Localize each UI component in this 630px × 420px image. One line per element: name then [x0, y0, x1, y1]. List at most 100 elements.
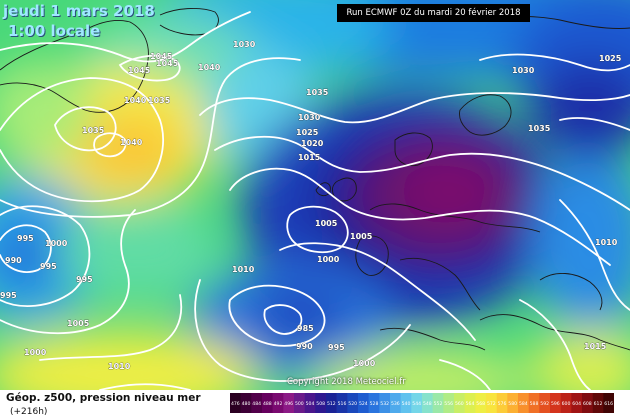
colorbar-label: 604: [572, 401, 581, 407]
colorbar-label: 524: [359, 401, 368, 407]
colorbar-swatch: [390, 393, 401, 413]
isobar-label: 1025: [296, 128, 319, 137]
colorbar-label: 608: [583, 401, 592, 407]
isobar-label: 990: [296, 342, 313, 351]
colorbar-label: 488: [263, 401, 272, 407]
isobar-label: 1000: [317, 255, 340, 264]
colorbar-label: 576: [498, 401, 507, 407]
colorbar-swatch: [496, 393, 508, 413]
colorbar-swatch: [304, 393, 316, 413]
isobar-label: 985: [297, 324, 314, 333]
colorbar-label: 588: [530, 401, 539, 407]
colorbar-swatch: [422, 393, 433, 413]
isobar-label: 1045: [128, 66, 151, 75]
colorbar-swatch: [400, 393, 412, 413]
colorbar-label: 564: [466, 401, 475, 407]
colorbar-swatch: [464, 393, 476, 413]
copyright-text: Copyright 2018 Meteociel.fr: [287, 377, 406, 387]
isobar-label: 1020: [301, 139, 324, 148]
colorbar-label: 496: [284, 401, 293, 407]
colorbar-label: 516: [338, 401, 347, 407]
isobar-label: 990: [5, 256, 22, 265]
colorbar-label: 548: [423, 401, 432, 407]
colorbar-label: 572: [487, 401, 496, 407]
forecast-hour: (+216h): [10, 407, 48, 417]
isobar-label: 995: [76, 275, 93, 284]
colorbar-swatch: [550, 393, 561, 413]
colorbar-swatch: [411, 393, 423, 413]
forecast-date: jeudi 1 mars 2018: [3, 2, 155, 20]
isobar-label: 1035: [148, 96, 171, 105]
colorbar-swatch: [379, 393, 391, 413]
colorbar-swatch: [518, 393, 529, 413]
isobar-label: 995: [40, 262, 57, 271]
colorbar-swatch: [539, 393, 551, 413]
isobar-label: 1025: [599, 54, 622, 63]
colorbar-label: 556: [444, 401, 453, 407]
colorbar-label: 544: [412, 401, 421, 407]
colorbar-swatch: [251, 393, 263, 413]
colorbar-swatch: [336, 393, 348, 413]
colorbar-swatch: [294, 393, 305, 413]
colorbar-label: 476: [231, 401, 240, 407]
colorbar-swatch: [603, 393, 614, 413]
colorbar-swatch: [486, 393, 497, 413]
colorbar-swatch: [315, 393, 327, 413]
colorbar-label: 596: [551, 401, 560, 407]
coastlines: [0, 8, 630, 351]
isobar-label: 1000: [45, 239, 68, 248]
isobar-label: 1035: [306, 88, 329, 97]
legend-title: Géop. z500, pression niveau mer: [6, 392, 201, 404]
isobar-label: 1030: [233, 40, 256, 49]
colorbar-label: 480: [242, 401, 251, 407]
colorbar-swatch: [262, 393, 273, 413]
isobar-label: 995: [328, 343, 345, 352]
isobar-label: 1030: [298, 113, 321, 122]
colorbar-swatch: [475, 393, 487, 413]
colorbar-label: 500: [295, 401, 304, 407]
z500-colorbar: 476 480 484 488 492 496 500 504 508 512 516 520 524 5…: [230, 393, 614, 413]
colorbar-swatch: [454, 393, 465, 413]
colorbar-label: 540: [402, 401, 411, 407]
isobars: [0, 11, 630, 390]
colorbar-label: 532: [380, 401, 389, 407]
colorbar-swatch: [560, 393, 572, 413]
isobar-label: 1005: [315, 219, 338, 228]
isobar-label: 1040: [124, 96, 147, 105]
isobar-label: 1035: [528, 124, 551, 133]
isobar-label: 1005: [67, 319, 90, 328]
colorbar-swatch: [326, 393, 337, 413]
isobar-label: 1010: [595, 238, 618, 247]
z500-field: [0, 0, 630, 390]
colorbar-swatch: [230, 393, 241, 413]
isobar-label: 1045: [150, 52, 173, 61]
isobar-label: 1030: [512, 66, 535, 75]
forecast-time: 1:00 locale: [8, 22, 101, 40]
colorbar-swatch: [582, 393, 593, 413]
colorbar-swatch: [432, 393, 444, 413]
isobar-label: 1045: [156, 59, 179, 68]
colorbar-label: 536: [391, 401, 400, 407]
colorbar-label: 504: [306, 401, 315, 407]
colorbar-swatch: [368, 393, 380, 413]
isobar-label: 1015: [584, 342, 607, 351]
isobar-label: 1040: [198, 63, 221, 72]
colorbar-swatch: [283, 393, 295, 413]
isobar-label: 1035: [82, 126, 105, 135]
colorbar-label: 560: [455, 401, 464, 407]
colorbar-swatch: [347, 393, 359, 413]
colorbar-label: 584: [519, 401, 528, 407]
colorbar-label: 600: [562, 401, 571, 407]
isobar-label: 995: [0, 291, 17, 300]
run-info-banner: Run ECMWF 0Z du mardi 20 février 2018: [337, 4, 530, 22]
colorbar-swatch: [240, 393, 252, 413]
isobar-label: 1040: [120, 138, 143, 147]
colorbar-label: 616: [604, 401, 613, 407]
colorbar-label: 492: [274, 401, 283, 407]
colorbar-swatch: [507, 393, 519, 413]
colorbar-swatch: [592, 393, 604, 413]
colorbar-label: 512: [327, 401, 336, 407]
colorbar-label: 484: [252, 401, 261, 407]
colorbar-swatch: [443, 393, 455, 413]
